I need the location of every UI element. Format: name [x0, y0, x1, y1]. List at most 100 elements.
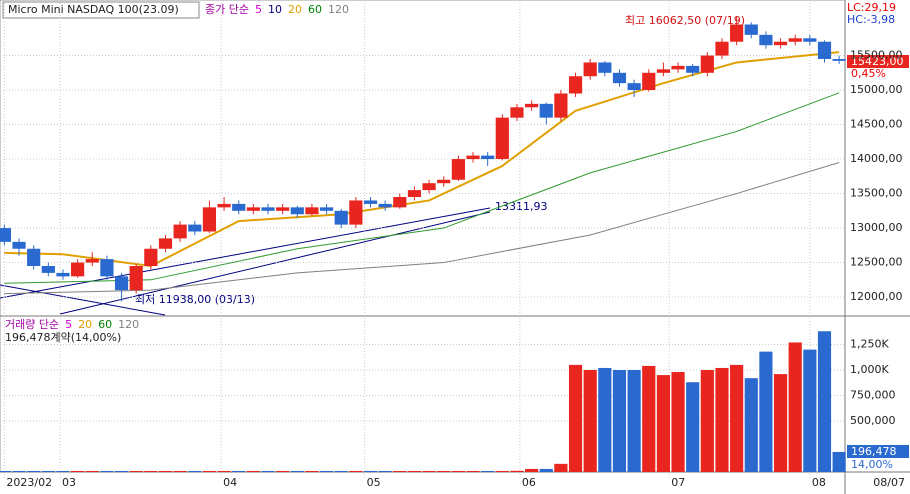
x-tick-label: 05 — [367, 476, 381, 489]
y-tick-label: 14500,00 — [850, 118, 903, 131]
volume-info: 196,478계약(14,00%) — [5, 330, 121, 344]
candle-body — [612, 72, 627, 84]
volume-bar — [188, 470, 202, 472]
candle-body — [56, 272, 70, 277]
y-tick-label: 15500,00 — [850, 49, 903, 62]
volume-bar — [246, 470, 260, 472]
volume-bar — [12, 470, 26, 472]
volume-bar — [363, 470, 378, 472]
volume-pct: 14,00% — [851, 458, 893, 471]
candle-body — [583, 62, 597, 77]
volume-bar — [422, 470, 436, 472]
volume-bar — [261, 470, 275, 472]
legend-entry: 5 — [255, 3, 262, 16]
ma-line — [4, 92, 840, 284]
y-tick-label: 15000,00 — [850, 83, 903, 96]
volume-bar — [407, 470, 422, 472]
x-tick-label: 06 — [522, 476, 536, 489]
candle-body — [393, 197, 407, 208]
candle-body — [525, 103, 539, 108]
volume-bar — [100, 470, 114, 472]
volume-bar — [85, 470, 99, 472]
candle-body — [554, 93, 568, 118]
volume-legend-entry: 20 — [78, 318, 92, 331]
candle-body — [598, 62, 612, 73]
volume-bar — [451, 470, 465, 472]
candle-body — [788, 38, 802, 42]
volume-bar — [290, 470, 304, 472]
candle-body — [41, 266, 55, 273]
candle-body — [744, 24, 758, 35]
volume-bar — [686, 382, 700, 472]
candle-body — [437, 179, 451, 184]
candle-body — [481, 155, 495, 160]
candle-body — [730, 24, 744, 42]
ma-line — [4, 162, 840, 295]
candle-body — [832, 58, 846, 61]
volume-bar — [788, 342, 802, 472]
y-tick-label: 12000,00 — [850, 290, 903, 303]
volume-bar — [232, 470, 246, 472]
candle-body — [451, 159, 465, 180]
volume-tick-label: 750,000 — [850, 389, 896, 402]
x-tick-label: 07 — [671, 476, 685, 489]
volume-bar — [525, 468, 539, 472]
volume-tick-label: 500,000 — [850, 414, 896, 427]
volume-bar — [217, 470, 231, 472]
legend-entry: 10 — [268, 3, 282, 16]
volume-tick-label: 1,250K — [850, 338, 889, 351]
volume-bar — [349, 470, 363, 472]
volume-legend-entry: 거래량 단순 — [5, 318, 59, 331]
lc-label: LC:29,19 — [847, 1, 896, 14]
trend-line — [59, 211, 491, 315]
candle-body — [188, 224, 202, 232]
candle-body — [261, 207, 275, 211]
change-label: 0,45% — [851, 67, 886, 80]
volume-bar — [832, 451, 846, 472]
volume-bar — [744, 378, 758, 472]
candle-body — [803, 38, 817, 42]
candle-body — [686, 65, 700, 73]
volume-bar — [700, 370, 714, 472]
candle-body — [85, 259, 99, 263]
volume-bar — [129, 470, 143, 472]
candle-body — [539, 103, 553, 118]
candle-body — [290, 207, 304, 215]
x-tick-label: 03 — [62, 476, 76, 489]
x-tick-label: 2023/02 — [6, 476, 52, 489]
legend-entry: 20 — [288, 3, 302, 16]
candle-body — [100, 259, 114, 277]
candle-body — [173, 224, 187, 239]
candle-body — [12, 241, 26, 249]
candle-body — [158, 238, 173, 249]
candle-body — [642, 72, 656, 91]
candle-body — [217, 203, 231, 208]
volume-bar — [817, 331, 832, 472]
candle-body — [363, 200, 378, 204]
chart-title: Micro Mini NASDAQ 100(23.09) — [8, 3, 179, 16]
candle-body — [773, 41, 788, 46]
volume-bar — [627, 370, 641, 472]
candle-body — [817, 41, 832, 59]
candle-body — [407, 190, 422, 198]
volume-bar — [0, 470, 11, 472]
volume-bar — [803, 349, 817, 472]
volume-bar — [583, 370, 597, 472]
candle-body — [276, 207, 290, 211]
candle-body — [568, 76, 583, 94]
volume-bar — [71, 470, 85, 472]
volume-bar — [554, 463, 568, 472]
volume-tick-label: 1,000K — [850, 363, 889, 376]
candle-body — [627, 83, 641, 91]
volume-bar — [539, 468, 553, 472]
volume-bar — [495, 470, 509, 472]
volume-bar — [144, 470, 158, 472]
candle-body — [0, 228, 11, 242]
legend-entry: 120 — [328, 3, 349, 16]
high-annotation: 최고 16062,50 (07/19) — [625, 14, 745, 27]
volume-legend-entry: 5 — [65, 318, 72, 331]
trend-line — [0, 284, 166, 316]
candle-body — [71, 262, 85, 277]
candle-body — [334, 210, 348, 225]
